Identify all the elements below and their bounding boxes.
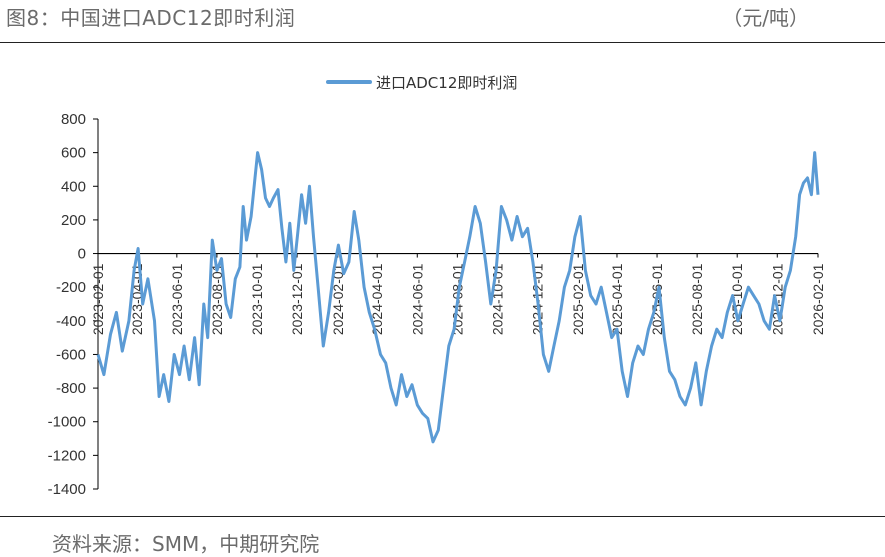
x-tick-label: 2025-10-01	[729, 263, 745, 335]
x-tick-label: 2023-02-01	[90, 263, 106, 335]
y-tick-label: -1000	[48, 414, 86, 431]
y-axis: 800 600 400 200 0 -200 -400 -600 -800 -1000 -1200 -…	[48, 111, 99, 498]
y-tick-label: -600	[56, 346, 86, 363]
legend: 进口ADC12即时利润	[326, 74, 517, 92]
y-tick-label: 0	[78, 246, 86, 263]
y-tick-label: 400	[61, 178, 86, 195]
bottom-rule	[0, 516, 885, 517]
x-tick-label: 2024-06-01	[409, 263, 425, 335]
line-chart: 进口ADC12即时利润 800 600 400 200 0 -200 -400 -600 -80…	[48, 74, 826, 498]
x-tick-label: 2023-08-01	[209, 263, 225, 335]
y-tick-label: 200	[61, 212, 86, 229]
y-tick-label: 600	[61, 145, 86, 162]
y-tick-label: -800	[56, 380, 86, 397]
y-tick-label: 800	[61, 111, 86, 128]
unit-label: （元/吨）	[722, 6, 809, 30]
x-tick-label: 2025-04-01	[609, 263, 625, 335]
y-tick-label: -200	[56, 279, 86, 296]
x-tick-label: 2025-08-01	[689, 263, 705, 335]
legend-label: 进口ADC12即时利润	[376, 74, 517, 92]
top-rule	[0, 42, 885, 43]
x-tick-label: 2023-12-01	[289, 263, 305, 335]
series-line	[96, 151, 820, 444]
x-tick-label: 2025-02-01	[570, 263, 586, 335]
y-tick-label: -1200	[48, 447, 86, 464]
y-tick-label: -400	[56, 313, 86, 330]
x-tick-label: 2023-06-01	[169, 263, 185, 335]
x-tick-label: 2023-10-01	[249, 263, 265, 335]
x-tick-label: 2026-02-01	[810, 263, 826, 335]
source-note: 资料来源：SMM，中期研究院	[52, 532, 320, 556]
x-tick-label: 2024-04-01	[369, 263, 385, 335]
y-tick-label: -1400	[48, 481, 86, 498]
figure-title: 图8：中国进口ADC12即时利润	[6, 6, 296, 30]
